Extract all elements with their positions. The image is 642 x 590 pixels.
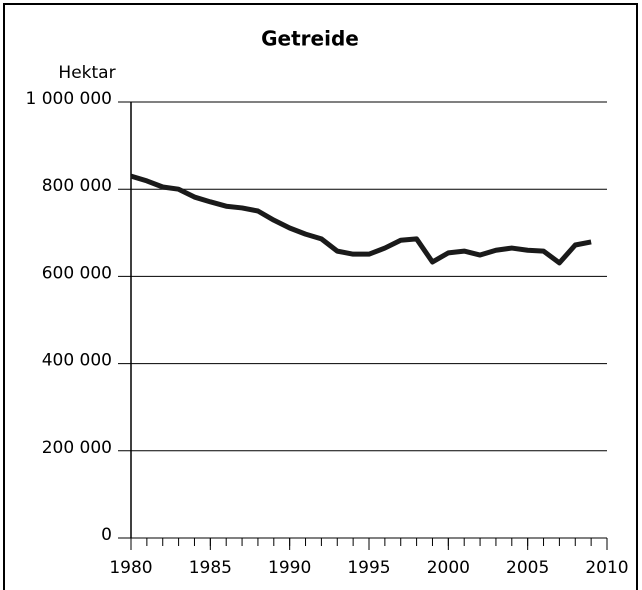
data-line [130, 173, 592, 266]
x-tick-label: 1990 [268, 558, 311, 578]
x-tick-label: 2005 [506, 558, 549, 578]
y-axis-label: Hektar [58, 63, 115, 83]
x-tick-label: 1985 [189, 558, 232, 578]
y-tick-label: 0 [101, 525, 112, 545]
y-tick-label: 1 000 000 [25, 89, 112, 109]
y-tick-label: 200 000 [42, 438, 112, 458]
x-tick-label: 2010 [585, 558, 628, 578]
y-tick-label: 400 000 [42, 351, 112, 371]
y-tick-label: 800 000 [42, 176, 112, 196]
frame [3, 3, 638, 590]
x-tick-label: 2000 [427, 558, 470, 578]
x-tick-label: 1980 [109, 558, 152, 578]
chart-title: Getreide [261, 27, 359, 51]
y-tick-label: 600 000 [42, 263, 112, 283]
x-tick-label: 1995 [347, 558, 390, 578]
